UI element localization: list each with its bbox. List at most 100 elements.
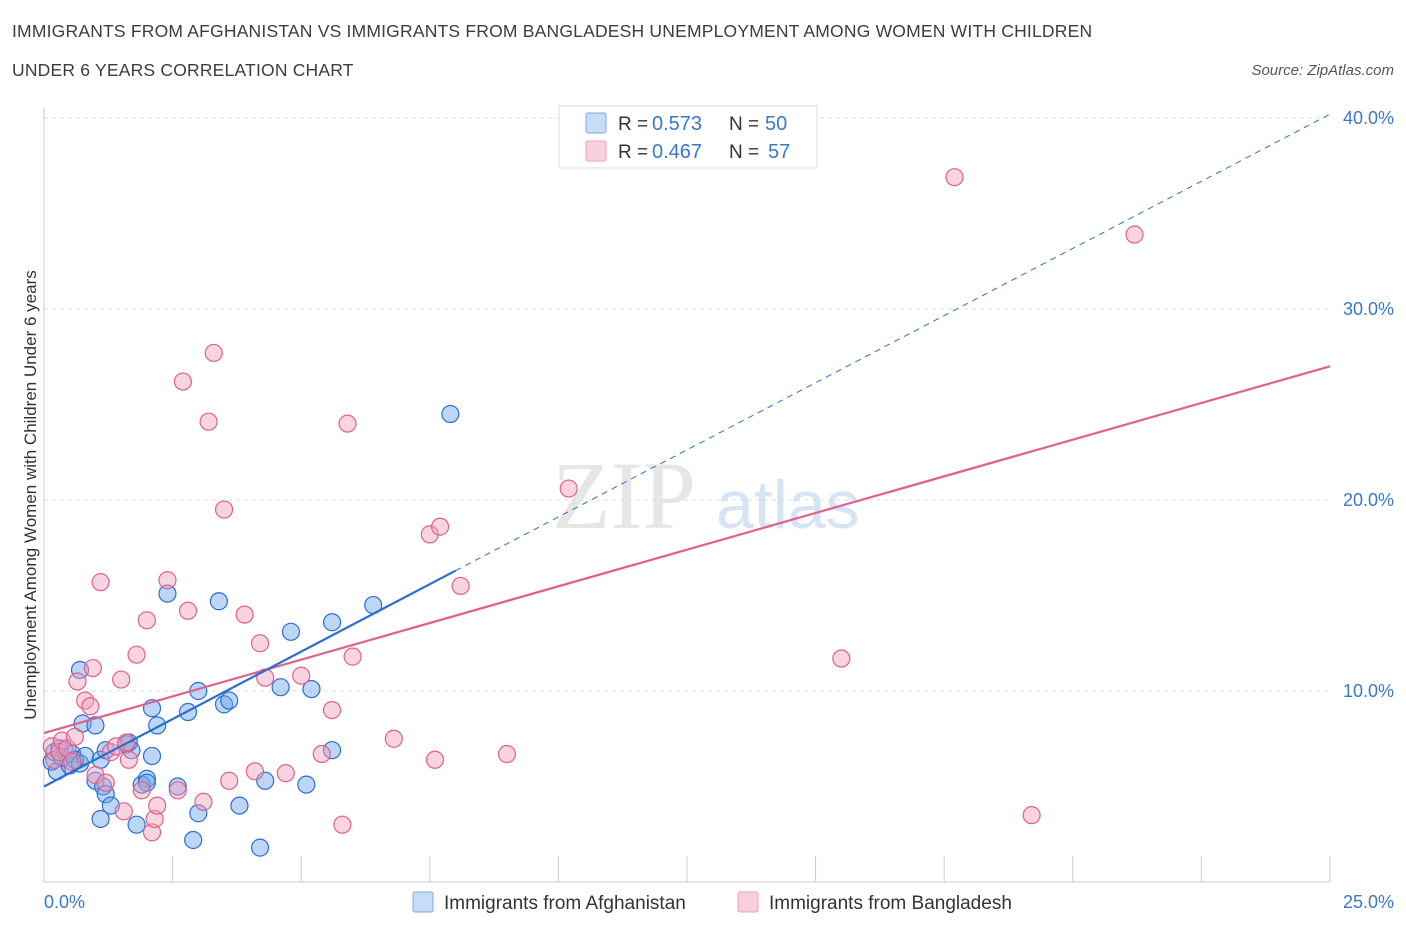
data-point-bangladesh: [132, 781, 151, 800]
x-tick-labels: 0.0% 25.0%: [44, 892, 1394, 912]
trend-line-afghanistan: [43, 569, 457, 788]
data-point-bangladesh: [194, 792, 213, 811]
y-tick-label: 10.0%: [1343, 681, 1394, 701]
data-point-bangladesh: [220, 771, 239, 790]
y-tick-label: 20.0%: [1343, 490, 1394, 510]
data-point-bangladesh: [214, 500, 234, 519]
data-point-afghanistan: [230, 796, 249, 815]
data-point-bangladesh: [945, 168, 964, 187]
y-tick-label: 40.0%: [1343, 108, 1394, 128]
y-tick-label: 30.0%: [1343, 299, 1394, 319]
data-point-bangladesh: [83, 658, 102, 678]
data-point-bangladesh: [199, 412, 218, 431]
data-point-bangladesh: [127, 645, 146, 664]
data-point-bangladesh: [86, 765, 105, 785]
data-point-afghanistan: [281, 622, 301, 641]
bottom-legend-swatch-bangladesh: [737, 891, 759, 913]
data-point-bangladesh: [245, 762, 265, 781]
data-point-bangladesh: [76, 691, 95, 710]
data-point-bangladesh: [497, 744, 517, 764]
chart-title-line-1: IMMIGRANTS FROM AFGHANISTAN VS IMMIGRANT…: [12, 21, 1093, 41]
legend-swatch-bangladesh: [585, 140, 607, 162]
y-tick-labels: 10.0% 20.0% 30.0% 40.0%: [1343, 108, 1394, 701]
data-point-afghanistan: [220, 691, 239, 710]
data-point-bangladesh: [119, 750, 138, 769]
watermark-atlas: atlas: [716, 467, 860, 543]
x-ticks: [43, 856, 1331, 882]
data-point-bangladesh: [114, 802, 133, 821]
source-label: Source: ZipAtlas.com: [1251, 62, 1394, 79]
data-point-bangladesh: [384, 729, 403, 748]
data-point-bangladesh: [137, 611, 156, 630]
data-point-afghanistan: [168, 777, 187, 796]
data-point-bangladesh: [112, 670, 131, 689]
data-point-afghanistan: [189, 804, 208, 823]
data-point-bangladesh: [425, 750, 445, 769]
data-point-afghanistan: [441, 404, 460, 424]
data-point-bangladesh: [312, 744, 331, 764]
legend-r-value-bangladesh: 0.467: [652, 141, 702, 163]
data-point-bangladesh: [91, 573, 110, 592]
y-axis-title: Unemployment Among Women with Children U…: [21, 270, 40, 719]
series-bangladesh-points: [42, 168, 1144, 842]
data-point-afghanistan: [250, 838, 270, 857]
legend-n-value-afghanistan: 50: [765, 113, 787, 135]
data-point-bangladesh: [178, 601, 198, 620]
legend-n-label-afghanistan: N =: [729, 114, 759, 135]
bottom-legend-swatch-afghanistan: [412, 891, 434, 913]
x-tick-label-max: 25.0%: [1343, 892, 1394, 912]
data-point-bangladesh: [142, 823, 162, 842]
data-point-afghanistan: [322, 741, 342, 760]
correlation-legend: R = 0.573 N = 50 R = 0.467 N = 57: [558, 105, 818, 169]
data-point-bangladesh: [68, 672, 87, 691]
data-point-afghanistan: [322, 613, 342, 632]
data-point-bangladesh: [430, 517, 450, 536]
bottom-legend-label-afghanistan: Immigrants from Afghanistan: [444, 893, 686, 914]
data-point-bangladesh: [145, 809, 164, 829]
bottom-legend-label-bangladesh: Immigrants from Bangladesh: [769, 893, 1012, 914]
data-point-afghanistan: [184, 830, 203, 850]
series-legend: Immigrants from Afghanistan Immigrants f…: [412, 891, 1012, 914]
data-point-bangladesh: [63, 752, 82, 771]
legend-r-label-afghanistan: R =: [618, 114, 648, 135]
data-point-bangladesh: [96, 773, 115, 792]
legend-n-value-bangladesh: 57: [768, 141, 790, 163]
data-point-bangladesh: [250, 634, 270, 653]
legend-swatch-afghanistan: [585, 112, 607, 134]
data-point-afghanistan: [297, 775, 316, 794]
data-point-afghanistan: [127, 815, 146, 834]
grid: [44, 117, 1330, 692]
data-point-bangladesh: [168, 781, 187, 800]
legend-r-value-afghanistan: 0.573: [652, 113, 702, 135]
legend-n-label-bangladesh: N =: [729, 142, 759, 163]
data-point-bangladesh: [235, 605, 254, 624]
data-point-bangladesh: [559, 479, 578, 498]
data-point-bangladesh: [420, 525, 439, 544]
data-point-bangladesh: [1125, 225, 1144, 244]
trend-line-afghanistan-extension: [455, 113, 1331, 572]
legend-r-label-bangladesh: R =: [618, 142, 648, 163]
data-point-bangladesh: [322, 700, 342, 720]
watermark: ZIP atlas: [552, 442, 860, 549]
data-point-bangladesh: [338, 414, 357, 433]
data-point-bangladesh: [204, 343, 223, 363]
data-point-bangladesh: [276, 764, 295, 783]
data-point-afghanistan: [302, 679, 321, 699]
trend-lines: [43, 113, 1331, 788]
data-point-bangladesh: [832, 649, 851, 668]
trend-line-bangladesh: [43, 365, 1331, 735]
data-point-afghanistan: [91, 809, 110, 829]
data-point-bangladesh: [292, 666, 311, 685]
data-point-bangladesh: [451, 576, 470, 596]
data-point-bangladesh: [158, 571, 177, 590]
chart-title-line-2: UNDER 6 YEARS CORRELATION CHART: [12, 60, 354, 80]
data-point-afghanistan: [142, 746, 162, 766]
data-point-bangladesh: [65, 727, 84, 746]
data-point-afghanistan: [271, 678, 290, 697]
data-point-bangladesh: [148, 796, 167, 815]
data-point-bangladesh: [173, 372, 192, 391]
data-point-afghanistan: [158, 584, 177, 603]
data-point-afghanistan: [209, 592, 228, 611]
data-point-afghanistan: [137, 769, 156, 788]
